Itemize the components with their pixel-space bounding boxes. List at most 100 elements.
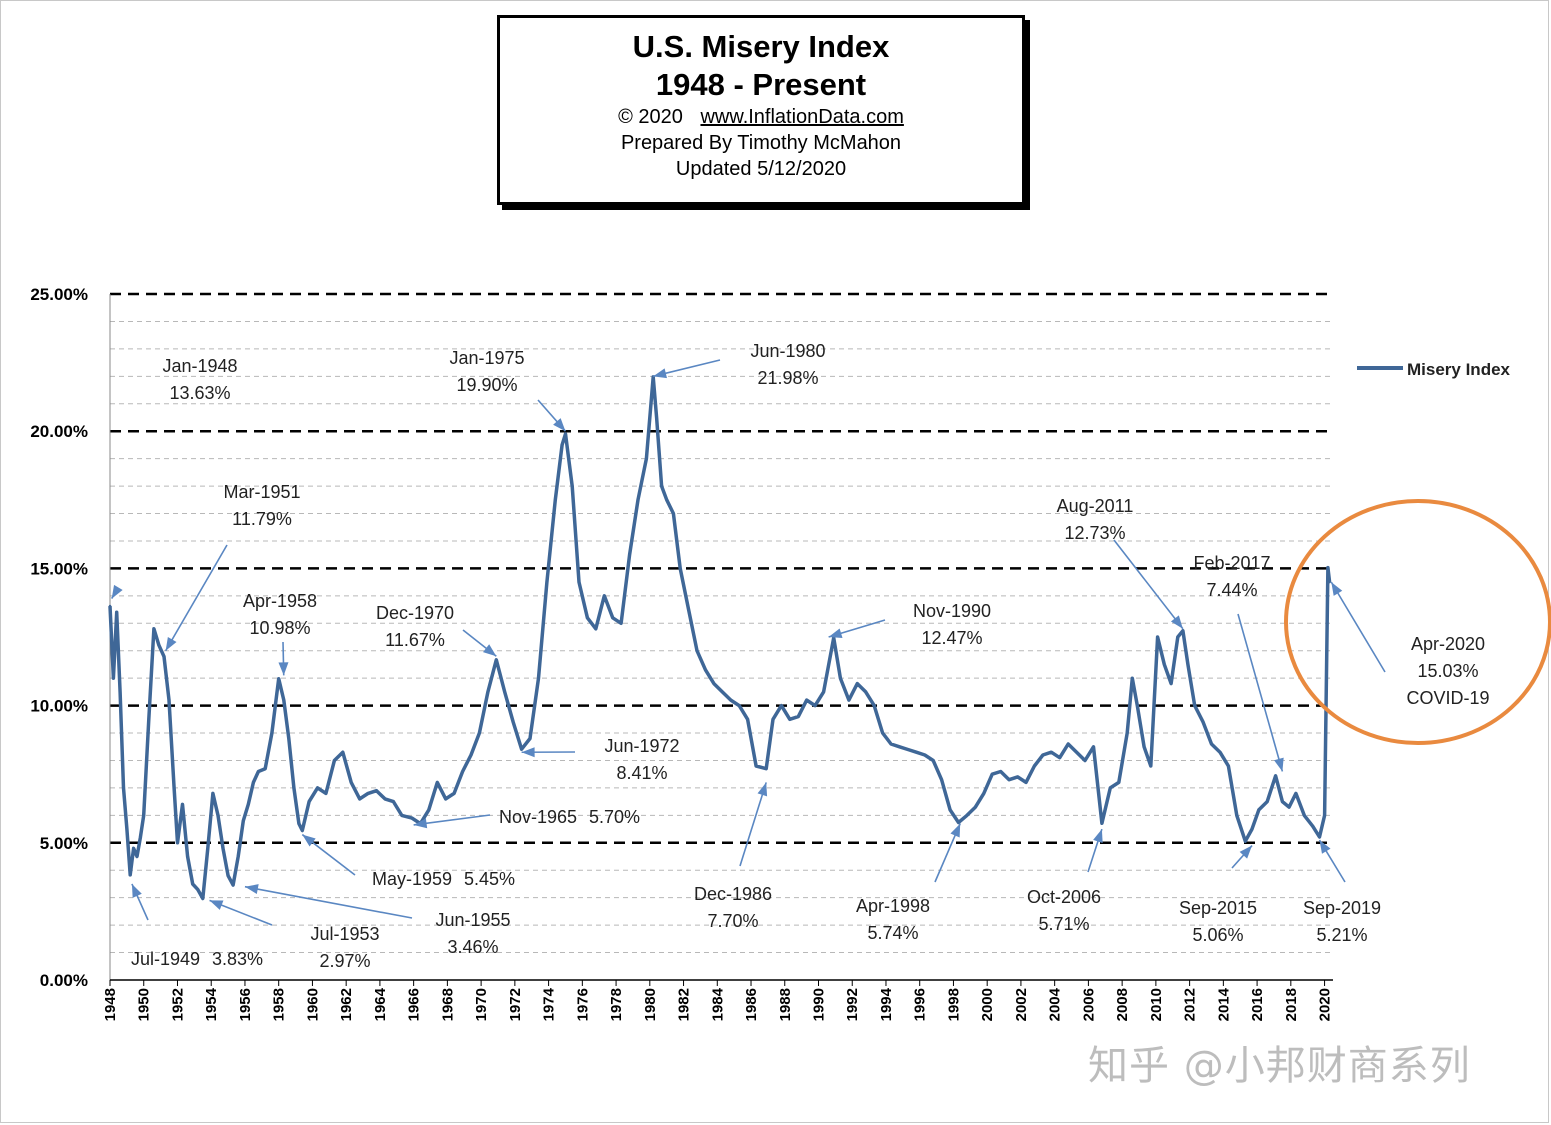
data-point xyxy=(805,698,808,702)
data-point xyxy=(172,786,176,790)
x-tick-label: 1954 xyxy=(203,987,220,1021)
data-point xyxy=(847,698,851,702)
annotation-arrowhead xyxy=(1274,757,1284,772)
series-layer xyxy=(108,375,1332,901)
x-tick-label: 2018 xyxy=(1283,988,1300,1021)
x-tick-label: 1960 xyxy=(304,988,321,1021)
data-point xyxy=(231,883,235,887)
data-point xyxy=(1156,635,1159,639)
data-point xyxy=(186,855,189,858)
annotation-arrowhead xyxy=(278,662,289,676)
data-point xyxy=(645,457,648,460)
annotation-arrowhead xyxy=(165,636,177,651)
x-tick-label: 1988 xyxy=(777,988,794,1021)
data-point xyxy=(132,847,135,850)
data-point xyxy=(478,731,481,735)
x-tick-label: 1956 xyxy=(237,988,254,1021)
x-tick-label: 1996 xyxy=(912,988,929,1021)
annotation-arrowhead xyxy=(950,823,961,838)
annotation-arrowhead xyxy=(244,884,259,895)
data-point xyxy=(1016,775,1019,779)
x-tick-label: 2020 xyxy=(1317,988,1334,1021)
data-point xyxy=(1136,704,1139,707)
annotation-value: 5.71% xyxy=(1038,914,1089,934)
x-tick-label: 1958 xyxy=(271,988,288,1021)
data-point xyxy=(545,580,549,584)
data-point xyxy=(1227,764,1230,768)
annotation-value: 10.98% xyxy=(249,618,310,638)
data-point xyxy=(1303,814,1306,817)
x-tick-label: 2008 xyxy=(1114,988,1131,1021)
grid-lines xyxy=(110,292,1333,954)
data-point xyxy=(282,698,285,702)
data-point xyxy=(152,627,156,630)
data-point xyxy=(469,753,473,757)
annotation-value: 12.47% xyxy=(921,628,982,648)
annotation-date: Jan-1948 xyxy=(162,356,237,376)
data-point xyxy=(974,805,977,809)
annotation-date: Jun-1955 xyxy=(435,910,510,930)
data-point xyxy=(1131,676,1134,680)
data-point xyxy=(511,720,515,724)
data-point xyxy=(307,800,311,803)
data-point xyxy=(1163,663,1166,666)
data-point xyxy=(898,745,901,748)
x-tick-label: 1980 xyxy=(642,988,659,1021)
data-point xyxy=(358,797,361,801)
chart-subtitle: 1948 - Present xyxy=(655,67,867,102)
annotation-date: Feb-2017 xyxy=(1193,553,1270,573)
data-point xyxy=(444,797,447,801)
x-tick-label: 1984 xyxy=(709,987,726,1021)
annotation-arrow xyxy=(164,544,228,652)
data-point xyxy=(122,786,125,790)
data-point xyxy=(341,751,344,754)
data-point xyxy=(923,753,926,757)
source-link[interactable]: www.InflationData.com xyxy=(700,106,904,128)
data-point xyxy=(1125,731,1129,735)
data-point xyxy=(503,690,506,694)
data-point xyxy=(554,498,557,501)
annotation-date: Aug-2011 xyxy=(1057,496,1134,516)
data-point xyxy=(594,627,598,630)
data-point xyxy=(560,443,564,447)
data-point xyxy=(1311,825,1314,828)
annotation-arrowhead xyxy=(653,368,667,379)
x-tick-label: 1974 xyxy=(541,987,558,1021)
data-point xyxy=(932,759,935,762)
data-point xyxy=(1274,774,1277,778)
data-point xyxy=(889,742,893,746)
x-tick-label: 1952 xyxy=(169,988,186,1021)
data-point xyxy=(226,874,230,877)
x-tick-label: 1978 xyxy=(608,988,625,1021)
data-point xyxy=(452,792,456,795)
annotation-value: 5.21% xyxy=(1316,925,1367,945)
data-point xyxy=(247,803,250,806)
data-point xyxy=(537,676,540,680)
data-point xyxy=(118,690,122,694)
data-point xyxy=(619,622,623,625)
annotation-value: 2.97% xyxy=(319,951,370,971)
annotation-arrowhead xyxy=(553,418,566,432)
annotation-value: 8.41% xyxy=(616,763,667,783)
data-point xyxy=(242,819,245,823)
x-tick-label: 1962 xyxy=(338,988,355,1021)
data-point xyxy=(263,767,267,770)
annotation-value: 5.45% xyxy=(464,869,515,889)
data-point xyxy=(142,814,145,817)
data-point xyxy=(350,781,353,784)
data-point xyxy=(721,690,724,694)
annotation-date: Jun-1972 xyxy=(604,736,679,756)
y-tick-label: 10.00% xyxy=(30,697,88,716)
data-point xyxy=(1033,764,1036,768)
annotation-arrow xyxy=(739,782,767,867)
y-tick-label: 5.00% xyxy=(40,834,88,853)
data-point xyxy=(277,677,280,680)
data-point xyxy=(738,704,741,707)
data-point xyxy=(1142,745,1146,748)
data-point xyxy=(965,814,969,817)
annotation-value: 7.70% xyxy=(707,911,758,931)
data-point xyxy=(237,855,240,858)
data-point xyxy=(257,770,260,773)
data-point xyxy=(586,616,589,619)
data-point xyxy=(1176,635,1180,639)
